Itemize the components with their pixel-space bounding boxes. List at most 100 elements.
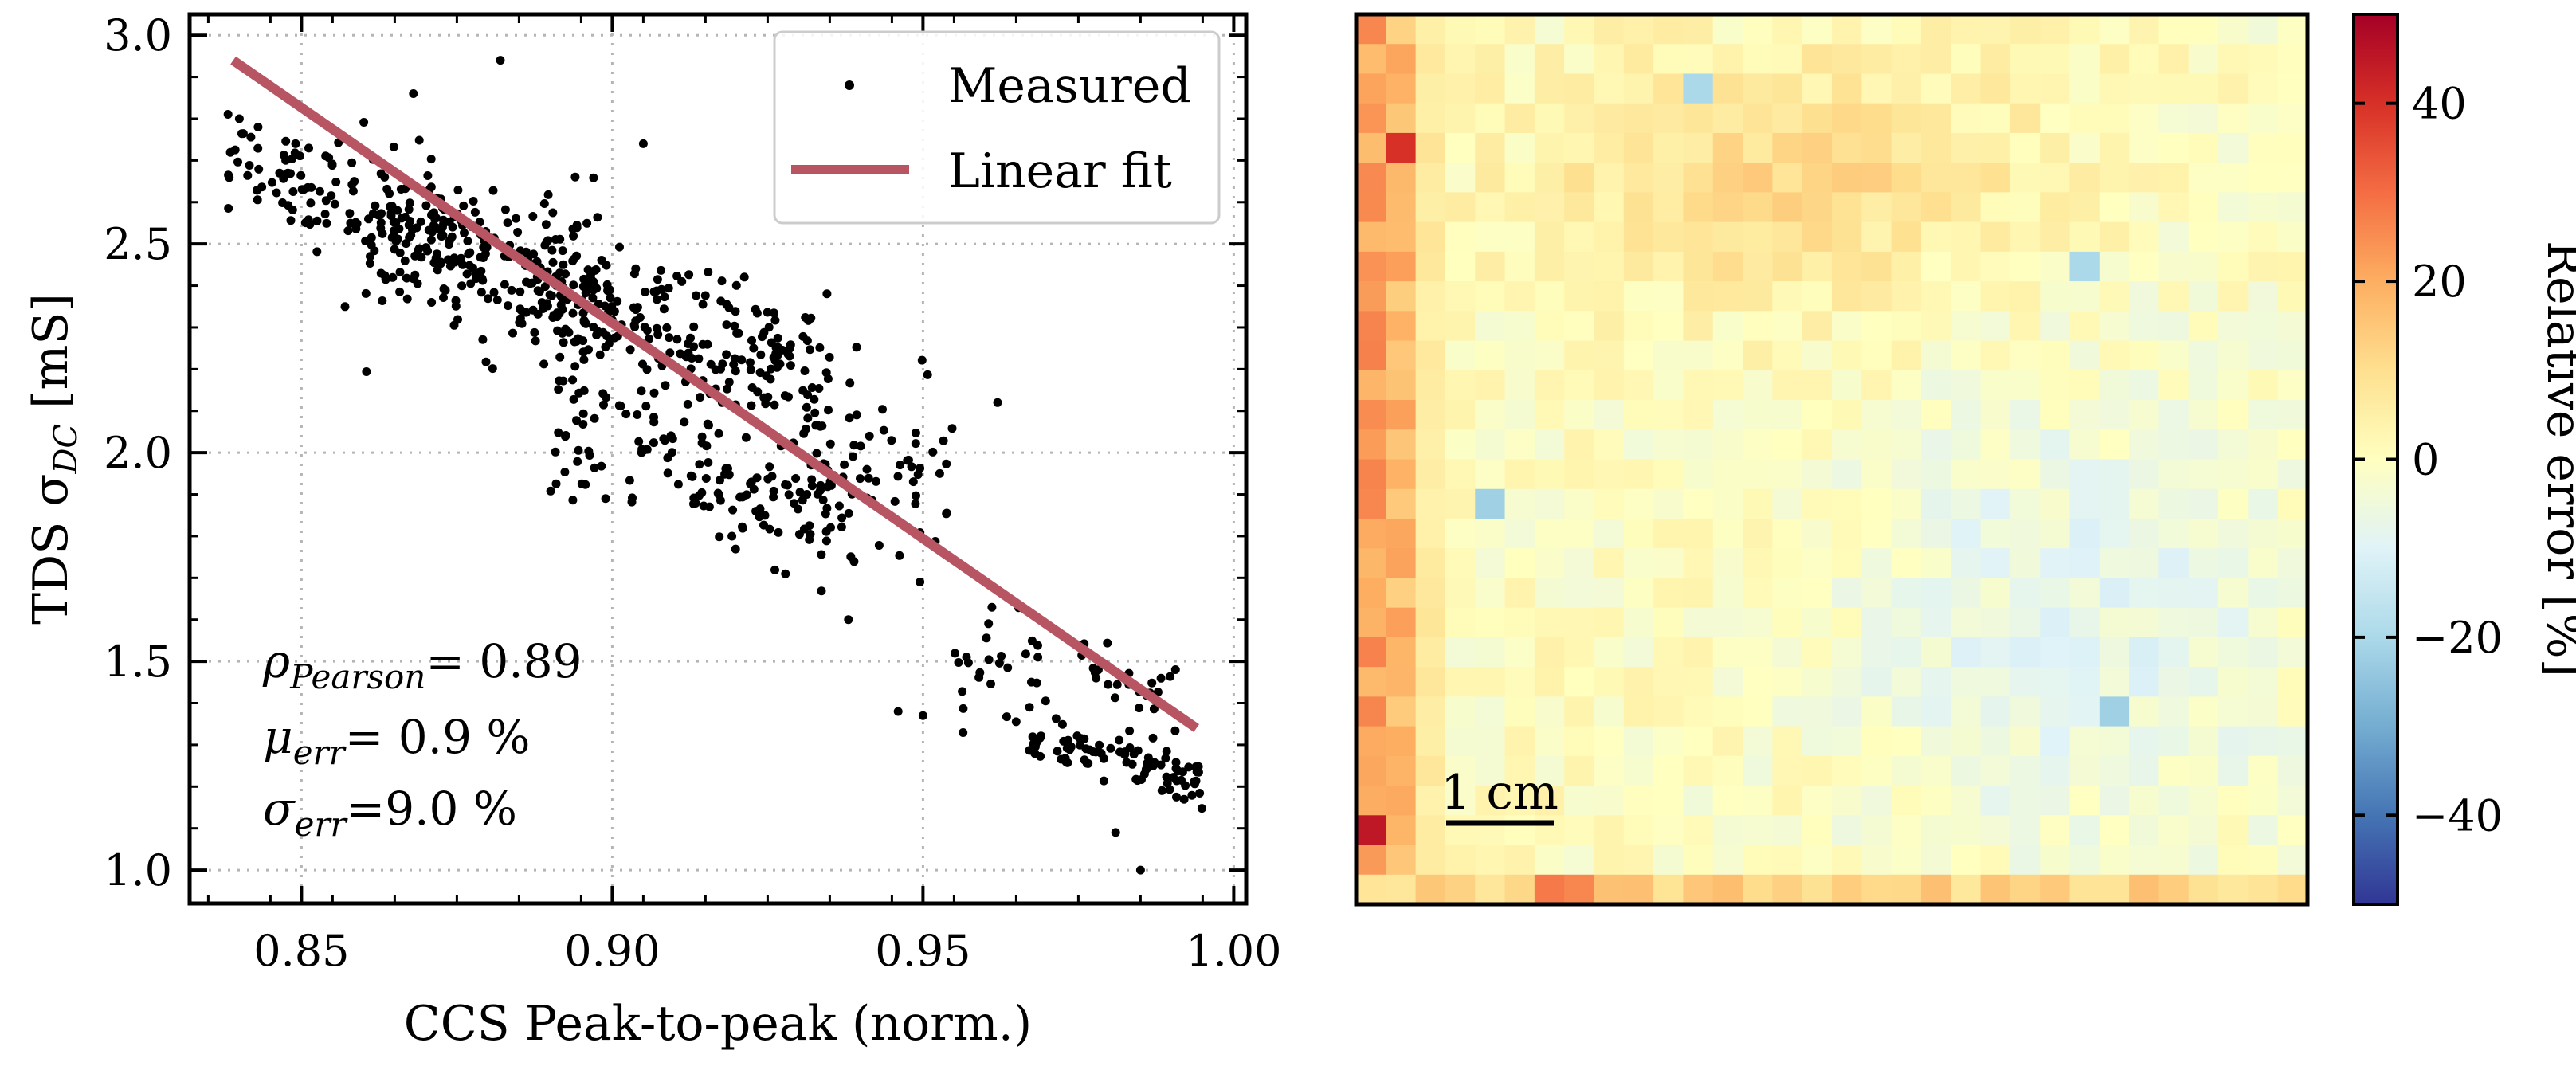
measured-point — [1092, 673, 1101, 683]
measured-point — [359, 118, 369, 127]
measured-point — [689, 493, 699, 503]
measured-point — [755, 504, 765, 514]
heatmap-cell — [1743, 132, 1773, 163]
measured-point — [371, 201, 380, 210]
heatmap-cell — [2248, 874, 2279, 905]
heatmap-cell — [2277, 163, 2308, 193]
heatmap-cell — [1475, 459, 1506, 490]
heatmap-cell — [2277, 400, 2308, 430]
heatmap-cell — [1415, 548, 1446, 579]
heatmap-cell — [1653, 667, 1684, 697]
measured-point — [844, 615, 853, 625]
y-axis-title-main: TDS σ — [23, 474, 79, 625]
heatmap-cell — [1891, 370, 1922, 401]
heatmap-cell — [1891, 221, 1922, 253]
heatmap-cell — [2248, 400, 2279, 430]
heatmap-cell — [1534, 488, 1565, 519]
heatmap-cell — [1891, 311, 1922, 342]
measured-point — [852, 410, 861, 420]
heatmap-cell — [2069, 429, 2100, 461]
heatmap-cell — [1623, 340, 1654, 371]
heatmap-cell — [2188, 281, 2219, 312]
heatmap-cell — [1415, 281, 1446, 312]
measured-point — [439, 284, 449, 293]
heatmap-cell — [2069, 578, 2100, 609]
measured-point — [578, 336, 588, 346]
measured-point — [795, 488, 805, 497]
measured-point — [959, 704, 968, 713]
heatmap-cell — [1683, 251, 1714, 282]
heatmap-cell — [1891, 518, 1922, 549]
heatmap-cell — [2158, 429, 2190, 461]
measured-point — [633, 410, 642, 419]
heatmap-cell — [1623, 311, 1654, 342]
measured-point — [551, 479, 561, 488]
measured-point — [489, 288, 499, 297]
heatmap-cell — [1445, 755, 1476, 786]
measured-point — [821, 527, 831, 536]
measured-point — [755, 512, 764, 522]
measured-point — [427, 298, 437, 307]
measured-point — [387, 233, 397, 242]
colorbar-tick-label: −40 — [2412, 790, 2503, 841]
measured-point — [911, 439, 920, 449]
measured-point — [1172, 776, 1182, 786]
measured-point — [312, 247, 322, 257]
heatmap-cell — [1386, 696, 1417, 727]
heatmap-cell — [2129, 488, 2160, 519]
measured-point — [912, 491, 920, 500]
measured-point — [856, 441, 865, 451]
measured-point — [1033, 641, 1042, 650]
measured-point — [746, 479, 755, 488]
heatmap-cell — [1712, 578, 1743, 609]
measured-point — [610, 307, 619, 316]
heatmap-cell — [2129, 281, 2160, 312]
heatmap-cell — [2129, 459, 2160, 490]
measured-point — [1064, 735, 1073, 745]
heatmap-cell — [1356, 755, 1386, 786]
heatmap-cell — [1534, 578, 1565, 609]
heatmap-cell — [1951, 459, 1982, 490]
heatmap-cell — [1951, 518, 1982, 549]
heatmap-cell — [1504, 578, 1535, 609]
heatmap-cell — [1415, 518, 1446, 549]
heatmap-cell — [2099, 192, 2130, 223]
heatmap-cell — [1802, 311, 1833, 342]
measured-point — [288, 187, 298, 196]
heatmap-cell — [1623, 578, 1654, 609]
measured-point — [385, 189, 394, 198]
heatmap-cell — [2277, 311, 2308, 342]
heatmap-cell — [1920, 281, 1951, 312]
heatmap-cell — [1504, 132, 1535, 163]
measured-point — [815, 343, 825, 352]
heatmap-cell — [1832, 311, 1862, 342]
heatmap-cell — [2099, 103, 2130, 134]
heatmap-cell — [2069, 459, 2100, 490]
heatmap-cell — [1415, 370, 1446, 401]
measured-point — [681, 352, 691, 362]
heatmap-cell — [1415, 459, 1446, 490]
measured-point — [589, 277, 598, 287]
heatmap-cell — [2099, 370, 2130, 401]
heatmap-cell — [1415, 44, 1446, 75]
heatmap-cell — [2218, 874, 2249, 905]
heatmap-cell — [1980, 815, 2011, 846]
heatmap-cell — [1386, 488, 1417, 519]
heatmap-cell — [1504, 163, 1535, 193]
heatmap-cell — [1861, 400, 1892, 430]
heatmap-cell — [1653, 221, 1684, 253]
measured-point — [582, 218, 592, 228]
heatmap-cell — [1772, 755, 1803, 786]
measured-point — [1053, 747, 1062, 756]
measured-point — [528, 305, 538, 315]
heatmap-cell — [1683, 578, 1714, 609]
heatmap-cell — [1445, 400, 1476, 430]
measured-point — [752, 308, 762, 318]
measured-point — [238, 129, 248, 139]
heatmap-cell — [1743, 281, 1773, 312]
heatmap-cell — [1653, 340, 1684, 371]
measured-point — [942, 508, 951, 518]
heatmap-cell — [1356, 786, 1386, 816]
measured-point — [466, 279, 476, 288]
heatmap-cell — [1891, 667, 1922, 697]
